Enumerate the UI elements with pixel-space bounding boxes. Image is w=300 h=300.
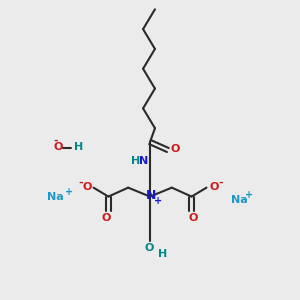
- Text: +: +: [154, 196, 162, 206]
- Text: O: O: [189, 213, 198, 224]
- Text: +: +: [65, 187, 73, 196]
- Text: +: +: [245, 190, 253, 200]
- Text: Na: Na: [231, 194, 248, 205]
- Text: O: O: [82, 182, 92, 192]
- Text: H: H: [131, 156, 140, 166]
- Text: Na: Na: [47, 192, 64, 202]
- Text: -: -: [54, 136, 58, 146]
- Text: H: H: [74, 142, 83, 152]
- Text: O: O: [209, 182, 219, 192]
- Text: H: H: [158, 249, 167, 259]
- Text: N: N: [139, 156, 148, 166]
- Text: N: N: [146, 189, 156, 202]
- Text: -: -: [218, 178, 223, 188]
- Text: O: O: [53, 142, 62, 152]
- Text: O: O: [171, 144, 180, 154]
- Text: O: O: [102, 213, 111, 224]
- Text: O: O: [144, 243, 154, 253]
- Text: -: -: [78, 178, 82, 188]
